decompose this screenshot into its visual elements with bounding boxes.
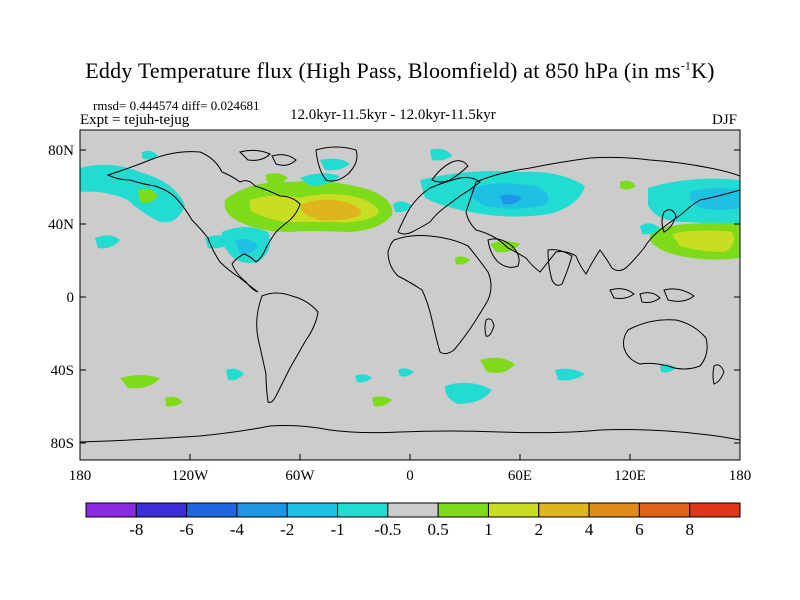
colorbar-swatch (437, 502, 489, 518)
experiment-label: Expt = tejuh-tejug (80, 112, 190, 128)
cyan-contour-patch (142, 150, 158, 160)
colorbar-swatch (135, 502, 188, 518)
green-contour-patch (120, 375, 160, 389)
x-tick-label: 60E (508, 468, 532, 484)
x-tick-label: 180 (729, 468, 752, 484)
green-contour-patch (455, 256, 470, 265)
stats-text: rmsd= 0.444574 diff= 0.024681 (93, 98, 260, 113)
colorbar-label: -8 (129, 520, 143, 539)
colorbar-label: -6 (180, 520, 194, 539)
coastlines (80, 146, 740, 443)
cyan-contour-patch (300, 173, 340, 186)
colorbar-label: 1 (484, 520, 493, 539)
x-ticks (79, 454, 741, 460)
colorbar-label: 0.5 (428, 520, 449, 539)
green-contour-patch (620, 180, 636, 190)
y-tick-label: 80N (48, 143, 74, 159)
colorbar-swatch (588, 502, 640, 518)
x-tick-label: 180 (69, 468, 92, 484)
colorbar-swatch (337, 502, 389, 518)
y-tick-label: 80S (51, 436, 74, 452)
cyan-contour-patch (444, 382, 492, 404)
cyan-contour-patch (660, 364, 676, 373)
cyan-contour-patch (430, 148, 452, 161)
colorbar-swatch (85, 502, 137, 518)
colorbar-swatch (689, 502, 741, 518)
colorbar-label: 6 (635, 520, 644, 539)
colorbar-swatch (186, 502, 238, 518)
colorbar-label: -0.5 (374, 520, 401, 539)
colorbar-swatch (286, 502, 339, 518)
colorbar-swatch (638, 502, 691, 518)
y-tick-label: 40S (51, 363, 74, 379)
colorbar-swatch (236, 502, 288, 518)
colorbar-label: -1 (330, 520, 344, 539)
colorbar-swatch (538, 502, 590, 518)
colorbar-label: 2 (535, 520, 544, 539)
contour-fields (80, 148, 740, 407)
map-background (80, 130, 740, 460)
colorbar: -8 -6 -4 -2 -1 -0.5 0.5 1 2 4 6 8 (85, 502, 741, 539)
orange-contour-patch (300, 199, 361, 221)
x-tick-label: 120W (172, 468, 210, 484)
x-tick-label: 0 (406, 468, 414, 484)
green-contour-patch (372, 396, 392, 407)
colorbar-label: 8 (685, 520, 694, 539)
period-label: 12.0kyr-11.5kyr - 12.0kyr-11.5kyr (290, 107, 496, 123)
blue-contour-patch (500, 194, 522, 205)
y-tick-label: 0 (67, 290, 75, 306)
cyan-contour-patch (355, 374, 372, 383)
cyan-contour-patch (398, 368, 414, 377)
green-contour-patch (490, 241, 520, 253)
green-contour-patch (138, 188, 158, 204)
cyan-contour-patch (95, 235, 120, 249)
green-contour-patch (265, 173, 288, 185)
x-tick-label: 120E (614, 468, 646, 484)
cyan-contour-patch (555, 368, 585, 381)
colorbar-label: -2 (280, 520, 294, 539)
cyan-contour-patch (393, 201, 412, 213)
green-contour-patch (165, 396, 183, 407)
x-tick-label: 60W (285, 468, 315, 484)
yellow-contour-patch (672, 230, 734, 252)
plot-title: Eddy Temperature flux (High Pass, Bloomf… (85, 58, 715, 83)
cyan-contour-patch (640, 223, 660, 235)
y-tick-label: 40N (48, 217, 74, 233)
y-ticks (80, 149, 740, 444)
cyan-contour-patch (226, 368, 244, 381)
lightblue-contour-patch (235, 238, 258, 255)
colorbar-swatch (387, 502, 439, 518)
colorbar-label: -4 (230, 520, 245, 539)
season-label: DJF (712, 112, 738, 128)
colorbar-swatch (487, 502, 540, 518)
green-contour-patch (480, 357, 515, 373)
cyan-contour-patch (320, 158, 350, 171)
cyan-contour-patch (80, 164, 185, 223)
colorbar-label: 4 (585, 520, 594, 539)
